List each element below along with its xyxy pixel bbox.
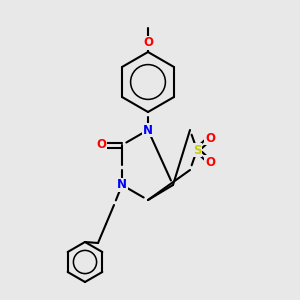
Text: O: O — [96, 139, 106, 152]
Text: O: O — [205, 155, 215, 169]
Text: N: N — [117, 178, 127, 191]
Text: O: O — [143, 37, 153, 50]
Text: S: S — [193, 143, 201, 157]
Text: N: N — [143, 124, 153, 136]
Text: O: O — [205, 131, 215, 145]
